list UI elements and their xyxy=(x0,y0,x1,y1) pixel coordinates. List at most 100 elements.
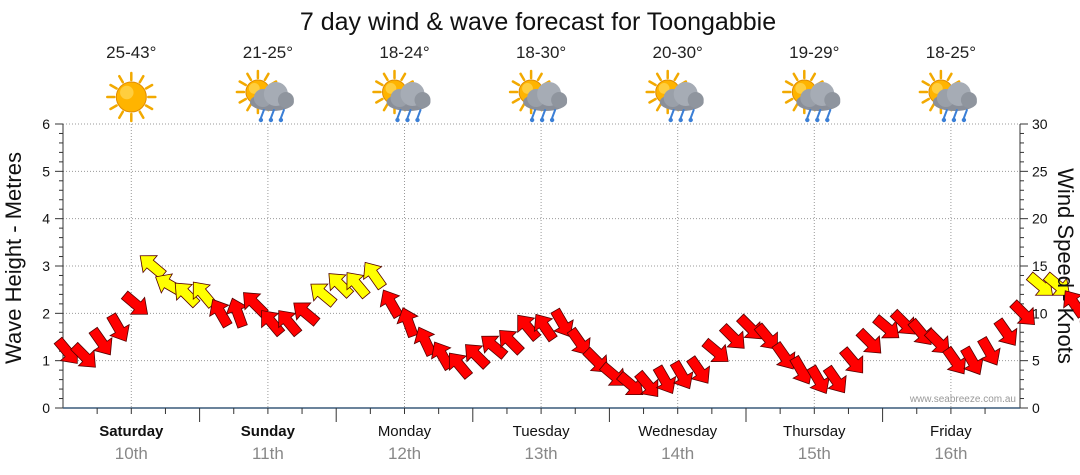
sun-rain-icon xyxy=(235,69,294,123)
wind-arrow xyxy=(261,310,286,338)
day-date-label: 10th xyxy=(115,444,148,463)
day-date-label: 12th xyxy=(388,444,421,463)
wind-arrow xyxy=(771,341,796,370)
wind-arrow xyxy=(106,312,130,342)
wind-arrow xyxy=(735,313,762,340)
wind-arrow xyxy=(465,344,491,370)
wind-arrow xyxy=(499,329,525,356)
day-name-label: Wednesday xyxy=(638,423,717,440)
day-name-label: Thursday xyxy=(783,423,846,440)
day-name-label: Monday xyxy=(378,423,432,440)
grid-layer xyxy=(63,123,1020,408)
day-name-label: Friday xyxy=(930,423,972,440)
axes: 0 1 2 3 4 5 6 0 5 10 15 20 25 30 xyxy=(42,116,1048,422)
wind-arrow xyxy=(139,255,167,280)
day-date-label: 11th xyxy=(252,444,284,463)
day-column-monday: 18-24° Monday 12th xyxy=(372,43,432,463)
sun-rain-icon xyxy=(372,69,431,123)
y-left-tick-label: 4 xyxy=(42,211,50,227)
labels-layer: 7 day wind & wave forecast for Toongabbi… xyxy=(1,8,1078,405)
wind-arrow xyxy=(70,341,96,368)
day-name-label: Saturday xyxy=(99,423,164,440)
y-right-tick-label: 30 xyxy=(1032,116,1048,132)
wind-arrow xyxy=(701,337,729,362)
y-left-tick-label: 6 xyxy=(42,116,50,132)
sun-rain-icon xyxy=(782,69,841,123)
wind-arrow xyxy=(686,355,711,384)
day-date-label: 13th xyxy=(525,444,558,463)
wind-arrow xyxy=(346,272,371,300)
wind-arrow xyxy=(753,322,778,350)
wind-arrow xyxy=(669,359,694,390)
y-right-tick-label: 10 xyxy=(1032,305,1048,321)
temperature-range: 21-25° xyxy=(243,43,293,62)
day-column-saturday: 25-43° Saturday 10th xyxy=(99,43,164,463)
sunny-icon xyxy=(106,71,157,123)
day-date-label: 15th xyxy=(798,444,831,463)
sun-rain-icon xyxy=(918,69,977,123)
day-column-tuesday: 18-30° Tuesday 13th xyxy=(508,43,570,463)
temperature-range: 18-30° xyxy=(516,43,566,62)
wind-arrow xyxy=(533,313,558,343)
wind-arrow xyxy=(293,302,321,327)
wind-arrow xyxy=(88,326,113,356)
wind-arrow xyxy=(481,335,509,360)
wind-arrow-marks xyxy=(53,255,1080,398)
wind-arrow xyxy=(872,314,900,339)
y-axis-left-title: Wave Height - Metres xyxy=(1,152,26,364)
y-left-tick-label: 1 xyxy=(42,353,50,369)
wind-arrow xyxy=(942,345,967,375)
wind-arrow xyxy=(328,273,355,299)
day-name-label: Sunday xyxy=(241,423,296,440)
temperature-range: 19-29° xyxy=(789,43,839,62)
y-left-tick-label: 3 xyxy=(42,258,50,274)
temperature-range: 20-30° xyxy=(653,43,703,62)
day-column-sunday: 21-25° Sunday 11th xyxy=(235,43,296,463)
wind-arrow xyxy=(582,346,609,373)
watermark: www.seabreeze.com.au xyxy=(909,394,1016,405)
wind-arrow xyxy=(225,297,249,329)
wind-arrow xyxy=(634,369,659,398)
day-column-thursday: 19-29° Thursday 15th xyxy=(782,43,846,463)
wind-arrow xyxy=(379,289,404,320)
y-left-tick-label: 5 xyxy=(42,163,50,179)
wind-arrow xyxy=(448,352,474,380)
temperature-range: 25-43° xyxy=(106,43,156,62)
wind-arrow xyxy=(396,307,419,339)
y-axis-right-title: Wind Speed - Knots xyxy=(1053,168,1078,364)
day-date-label: 16th xyxy=(934,444,967,463)
day-column-wednesday: 20-30° Wednesday 14th xyxy=(638,43,717,463)
wind-arrow xyxy=(806,364,830,394)
day-columns: 25-43° Saturday 10th 21-25° Sunday 11th 18-24°… xyxy=(99,43,977,463)
wind-arrow xyxy=(1009,299,1035,326)
wind-arrow xyxy=(718,322,745,349)
wind-arrow xyxy=(889,308,916,335)
wind-arrow xyxy=(1042,271,1071,296)
y-left-tick-label: 2 xyxy=(42,305,50,321)
wind-arrow xyxy=(652,364,677,394)
day-name-label: Tuesday xyxy=(513,423,570,440)
y-right-tick-label: 15 xyxy=(1032,258,1048,274)
wind-arrow xyxy=(839,346,864,374)
sun-rain-icon xyxy=(645,69,704,123)
wind-arrow xyxy=(960,345,984,376)
day-date-label: 14th xyxy=(661,444,694,463)
wind-arrow xyxy=(977,336,1001,366)
wind-arrow xyxy=(310,283,338,308)
y-right-tick-label: 5 xyxy=(1032,353,1040,369)
temperature-range: 18-25° xyxy=(926,43,976,62)
y-right-tick-label: 0 xyxy=(1032,400,1040,416)
chart-title: 7 day wind & wave forecast for Toongabbi… xyxy=(300,8,776,36)
partly-cloudy-shower-icon xyxy=(508,69,568,123)
wind-arrow xyxy=(278,310,303,338)
wind-arrow xyxy=(566,326,591,356)
wind-arrow xyxy=(855,327,882,354)
wind-arrow xyxy=(120,290,149,315)
y-right-tick-label: 20 xyxy=(1032,211,1048,227)
wind-arrow xyxy=(907,317,932,346)
wind-arrow xyxy=(822,364,847,394)
wind-arrow xyxy=(993,317,1018,346)
wind-arrow xyxy=(923,327,950,354)
y-left-tick-label: 0 xyxy=(42,400,50,416)
